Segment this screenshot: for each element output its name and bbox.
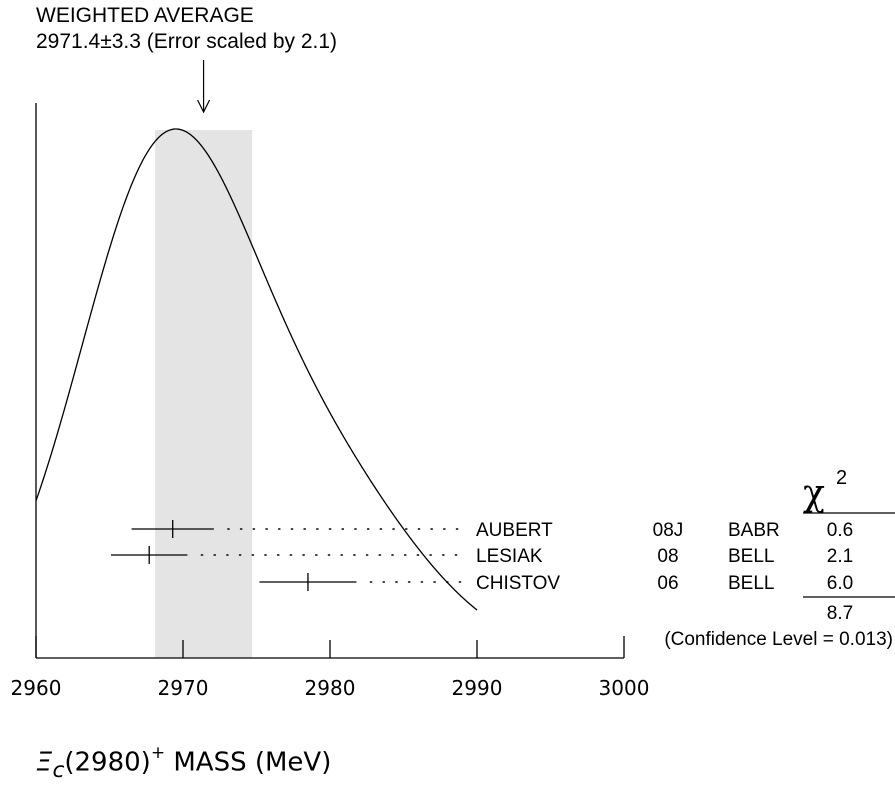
measurement-experiment: BELL — [728, 546, 774, 567]
x-tick-label: 2960 — [11, 676, 62, 700]
x-axis-title-symbol: Ξ — [36, 747, 53, 778]
chart-subtitle: 2971.4±3.3 (Error scaled by 2.1) — [36, 30, 338, 53]
measurement-chi2: 6.0 — [827, 573, 853, 594]
x-tick-label: 3000 — [599, 676, 650, 700]
x-axis-title-subscript: c — [52, 757, 65, 783]
average-arrow-head — [197, 99, 211, 114]
x-axis-title: Ξc(2980)+ MASS (MeV) — [36, 743, 332, 783]
measurement-author: AUBERT — [476, 520, 553, 541]
ideogram-curve — [35, 128, 478, 611]
confidence-level: (Confidence Level = 0.013) — [664, 629, 893, 650]
x-tick-label: 2990 — [452, 676, 503, 700]
average-band — [155, 130, 253, 658]
measurement-chi2: 2.1 — [827, 546, 853, 567]
chi2-total: 8.7 — [827, 603, 853, 624]
measurement-author: LESIAK — [476, 546, 543, 567]
measurement-author: CHISTOV — [476, 573, 560, 594]
chi2-header-exponent: 2 — [836, 467, 847, 489]
x-axis-title-charge: + — [150, 743, 166, 763]
measurement-year: 06 — [657, 573, 678, 594]
x-tick-label: 2970 — [158, 676, 209, 700]
x-axis-title-state: (2980) — [64, 747, 151, 778]
measurement-chi2: 0.6 — [827, 520, 853, 541]
chart-title: WEIGHTED AVERAGE — [36, 4, 254, 27]
measurement-year: 08 — [657, 546, 678, 567]
measurement-experiment: BABR — [728, 520, 780, 541]
x-axis-title-text: MASS (MeV) — [173, 747, 332, 778]
x-tick-label: 2980 — [305, 676, 356, 700]
measurement-experiment: BELL — [728, 573, 774, 594]
measurement-year: 08J — [653, 520, 684, 541]
chi2-header: χ — [803, 473, 825, 514]
